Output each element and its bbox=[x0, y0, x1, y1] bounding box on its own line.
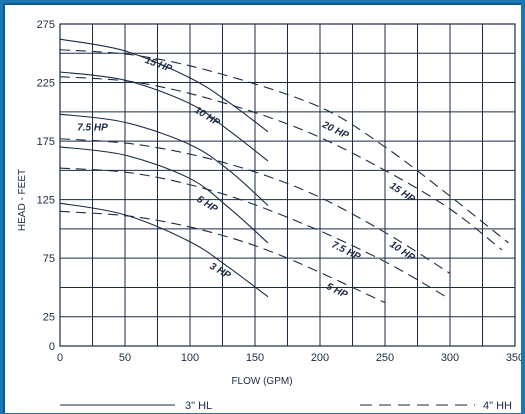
x-tick-label: 200 bbox=[311, 352, 329, 364]
pump-curves bbox=[59, 38, 509, 304]
x-tick-label: 50 bbox=[119, 352, 131, 364]
x-tick-label: 350 bbox=[506, 352, 521, 364]
curve-3in-hl bbox=[59, 113, 269, 206]
y-tick-label: 275 bbox=[37, 19, 55, 31]
y-tick-label: 75 bbox=[43, 253, 55, 265]
curve-3in-hl bbox=[59, 71, 269, 162]
curve-4in-hh bbox=[59, 210, 386, 304]
curve-label: 20 HP bbox=[320, 119, 351, 142]
legend: 3" HL 4" HH bbox=[60, 400, 512, 412]
y-tick-label: 0 bbox=[49, 341, 55, 353]
curve-label: 7.5 HP bbox=[77, 123, 108, 134]
x-tick-label: 250 bbox=[376, 352, 394, 364]
curve-label: 15 HP bbox=[143, 55, 173, 75]
curve-label: 10 HP bbox=[192, 105, 222, 129]
y-tick-label: 125 bbox=[37, 195, 55, 207]
curve-4in-hh bbox=[59, 138, 451, 274]
x-tick-label: 0 bbox=[57, 352, 63, 364]
legend-label-hh: 4" HH bbox=[483, 400, 512, 412]
curve-3in-hl bbox=[59, 146, 269, 244]
curve-label: 3 HP bbox=[207, 261, 232, 282]
y-tick-label: 225 bbox=[37, 78, 55, 90]
curve-4in-hh bbox=[59, 49, 509, 244]
curve-3in-hl bbox=[59, 38, 269, 133]
legend-label-hl: 3" HL bbox=[185, 400, 212, 412]
y-axis-title: HEAD - FEET bbox=[17, 169, 28, 231]
curve-4in-hh bbox=[59, 167, 451, 300]
curve-label: 7.5 HP bbox=[330, 240, 363, 263]
curve-4in-hh bbox=[59, 76, 503, 251]
x-tick-label: 150 bbox=[246, 352, 264, 364]
x-tick-label: 100 bbox=[181, 352, 199, 364]
x-axis-title: FLOW (GPM) bbox=[231, 376, 292, 387]
curve-label: 15 HP bbox=[387, 181, 416, 206]
axis-tick-labels: 0 50 100 150 200 250 300 350 0 25 75 125 175 225 275 bbox=[37, 19, 521, 364]
grid-lines bbox=[59, 23, 516, 347]
chart-panel: 15 HP 10 HP 7.5 HP 5 HP 3 HP 20 HP 15 HP 7.5 HP… bbox=[3, 3, 521, 413]
x-tick-label: 300 bbox=[441, 352, 459, 364]
curve-label: 10 HP bbox=[387, 239, 416, 264]
curve-3in-hl bbox=[59, 202, 269, 298]
y-tick-label: 25 bbox=[43, 312, 55, 324]
plot-frame bbox=[59, 23, 516, 347]
y-tick-label: 175 bbox=[37, 136, 55, 148]
